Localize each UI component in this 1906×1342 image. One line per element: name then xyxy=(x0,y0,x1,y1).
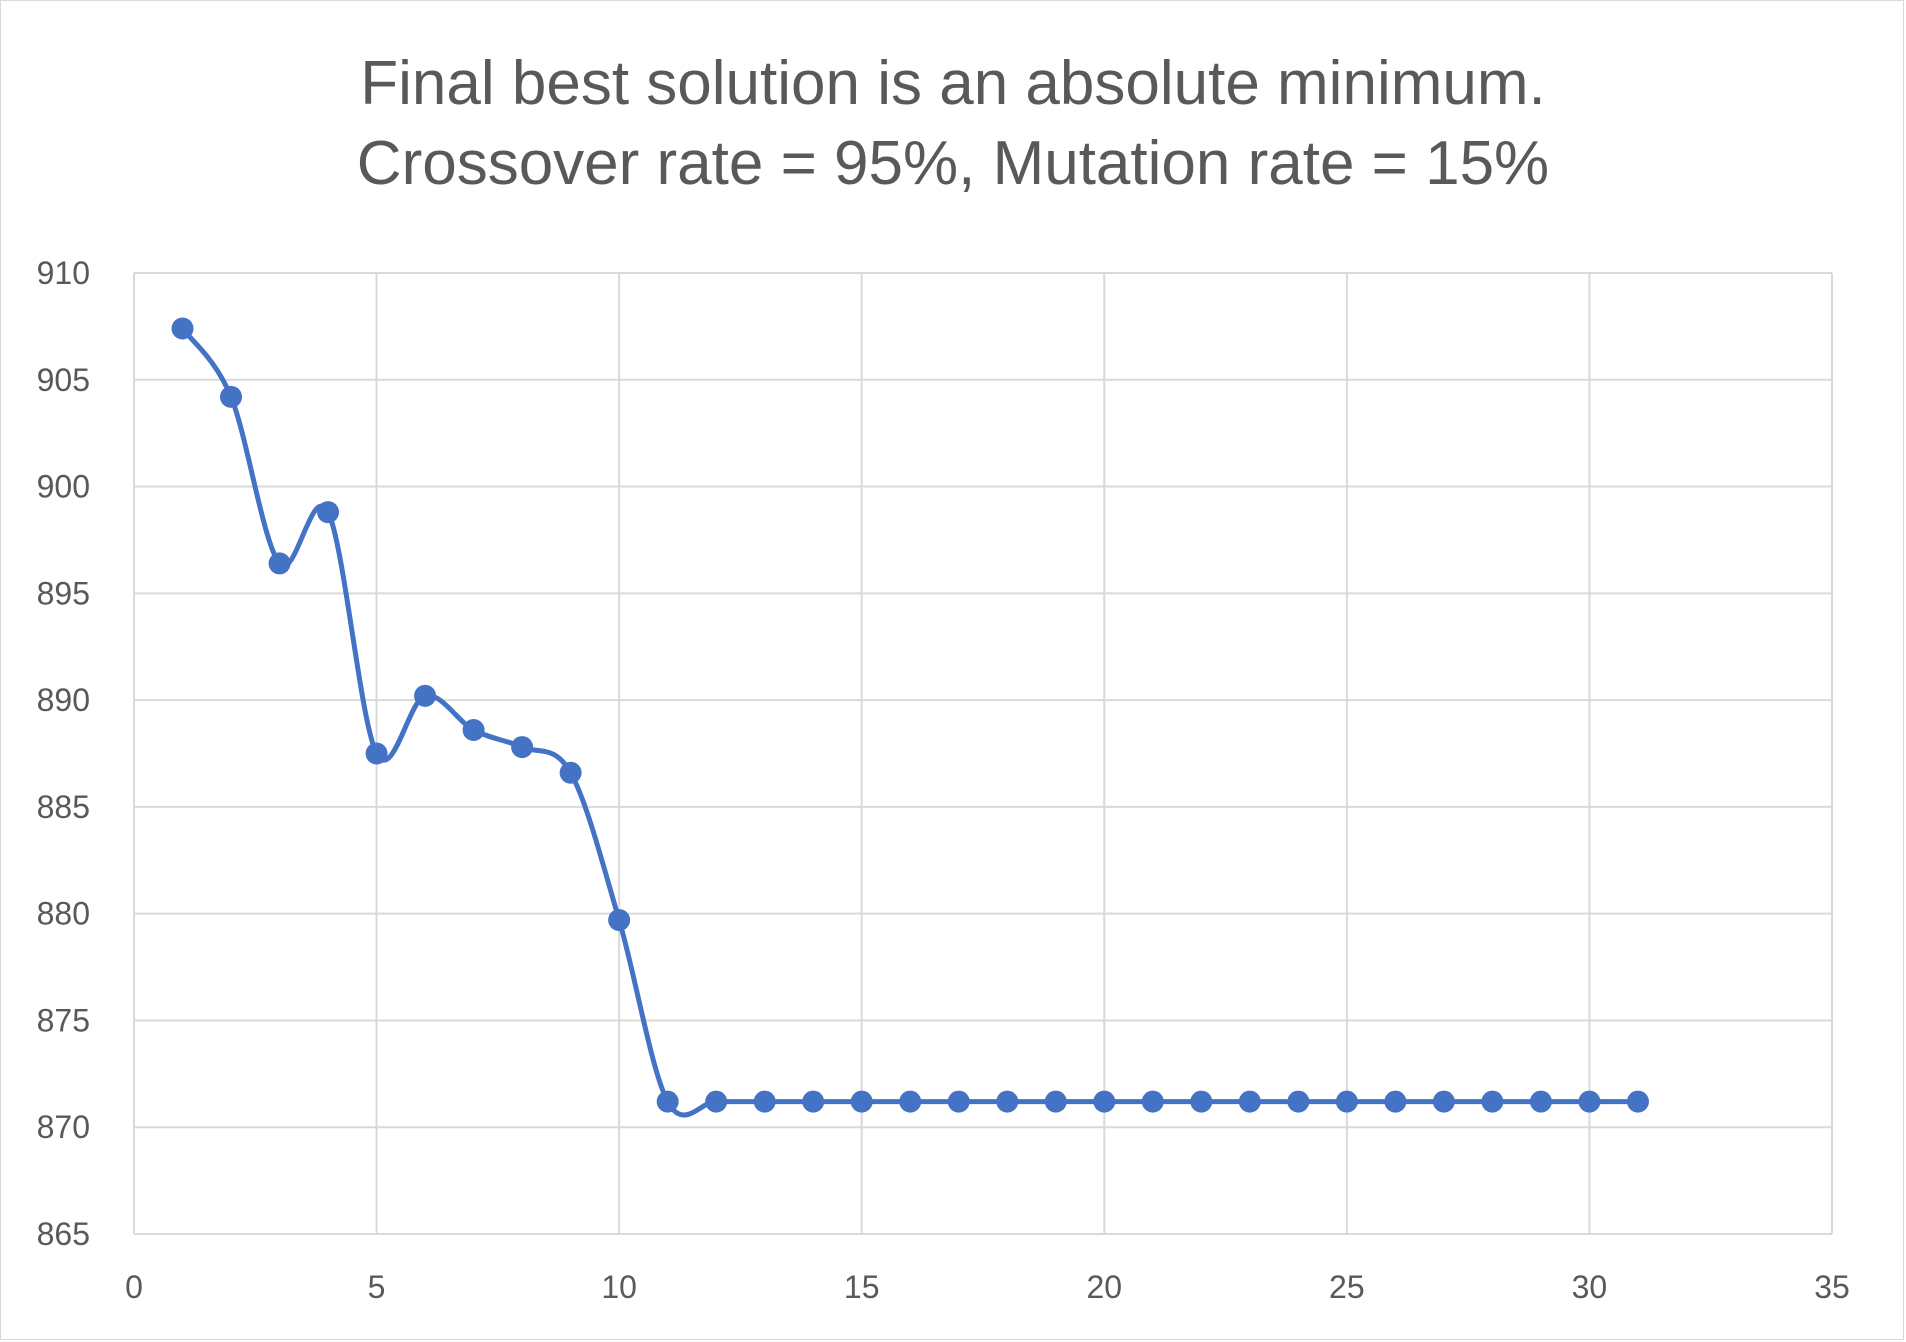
y-tick-label: 885 xyxy=(37,789,90,825)
data-point xyxy=(268,552,291,575)
axes xyxy=(133,273,1832,1235)
series-line xyxy=(180,326,1638,1118)
data-point xyxy=(656,1090,679,1113)
data-point xyxy=(608,909,631,932)
y-tick-label: 910 xyxy=(37,255,90,291)
data-point xyxy=(996,1090,1019,1113)
data-point xyxy=(947,1090,970,1113)
data-point xyxy=(511,736,534,759)
data-point xyxy=(414,684,437,707)
data-point xyxy=(1141,1090,1164,1113)
y-tick-label: 895 xyxy=(37,575,90,611)
data-point xyxy=(1093,1090,1116,1113)
y-tick-label: 875 xyxy=(37,1002,90,1038)
chart-title: Final best solution is an absolute minim… xyxy=(0,44,1906,204)
data-point xyxy=(802,1090,825,1113)
chart-title-line-2: Crossover rate = 95%, Mutation rate = 15… xyxy=(356,129,1550,198)
data-point xyxy=(462,719,485,742)
x-tick-label: 10 xyxy=(601,1269,637,1305)
x-tick-label: 0 xyxy=(125,1269,143,1305)
data-point xyxy=(220,385,243,408)
data-point xyxy=(705,1090,728,1113)
chart-title-line-1: Final best solution is an absolute minim… xyxy=(360,49,1546,118)
data-point xyxy=(1238,1090,1261,1113)
x-tick-label: 25 xyxy=(1329,1269,1365,1305)
data-point xyxy=(1529,1090,1552,1113)
x-tick-label: 15 xyxy=(844,1269,880,1305)
data-point xyxy=(1432,1090,1455,1113)
y-tick-label: 900 xyxy=(37,469,90,505)
y-tick-label: 880 xyxy=(37,896,90,932)
series-layer xyxy=(171,317,1649,1118)
data-point xyxy=(365,742,388,765)
data-point xyxy=(171,317,194,340)
x-tick-label: 5 xyxy=(368,1269,386,1305)
data-point xyxy=(1578,1090,1601,1113)
data-point xyxy=(317,501,340,524)
x-tick-label: 35 xyxy=(1814,1269,1850,1305)
y-tick-label: 890 xyxy=(37,682,90,718)
data-point xyxy=(850,1090,873,1113)
x-tick-label: 20 xyxy=(1086,1269,1122,1305)
data-point xyxy=(753,1090,776,1113)
y-tick-label: 870 xyxy=(37,1109,90,1145)
x-tick-label: 30 xyxy=(1572,1269,1608,1305)
gridlines xyxy=(134,272,1833,1234)
data-point xyxy=(1287,1090,1310,1113)
y-tick-label: 865 xyxy=(37,1216,90,1252)
data-point xyxy=(1626,1090,1649,1113)
data-point xyxy=(899,1090,922,1113)
tick-labels: 865 870 875 880 885 890 895 900 905 910 0 5 10 15 20 25… xyxy=(37,255,1850,1305)
y-tick-label: 905 xyxy=(37,362,90,398)
data-point xyxy=(559,761,582,784)
data-point xyxy=(1335,1090,1358,1113)
data-point xyxy=(1190,1090,1213,1113)
data-point xyxy=(1384,1090,1407,1113)
data-point xyxy=(1044,1090,1067,1113)
data-point xyxy=(1481,1090,1504,1113)
